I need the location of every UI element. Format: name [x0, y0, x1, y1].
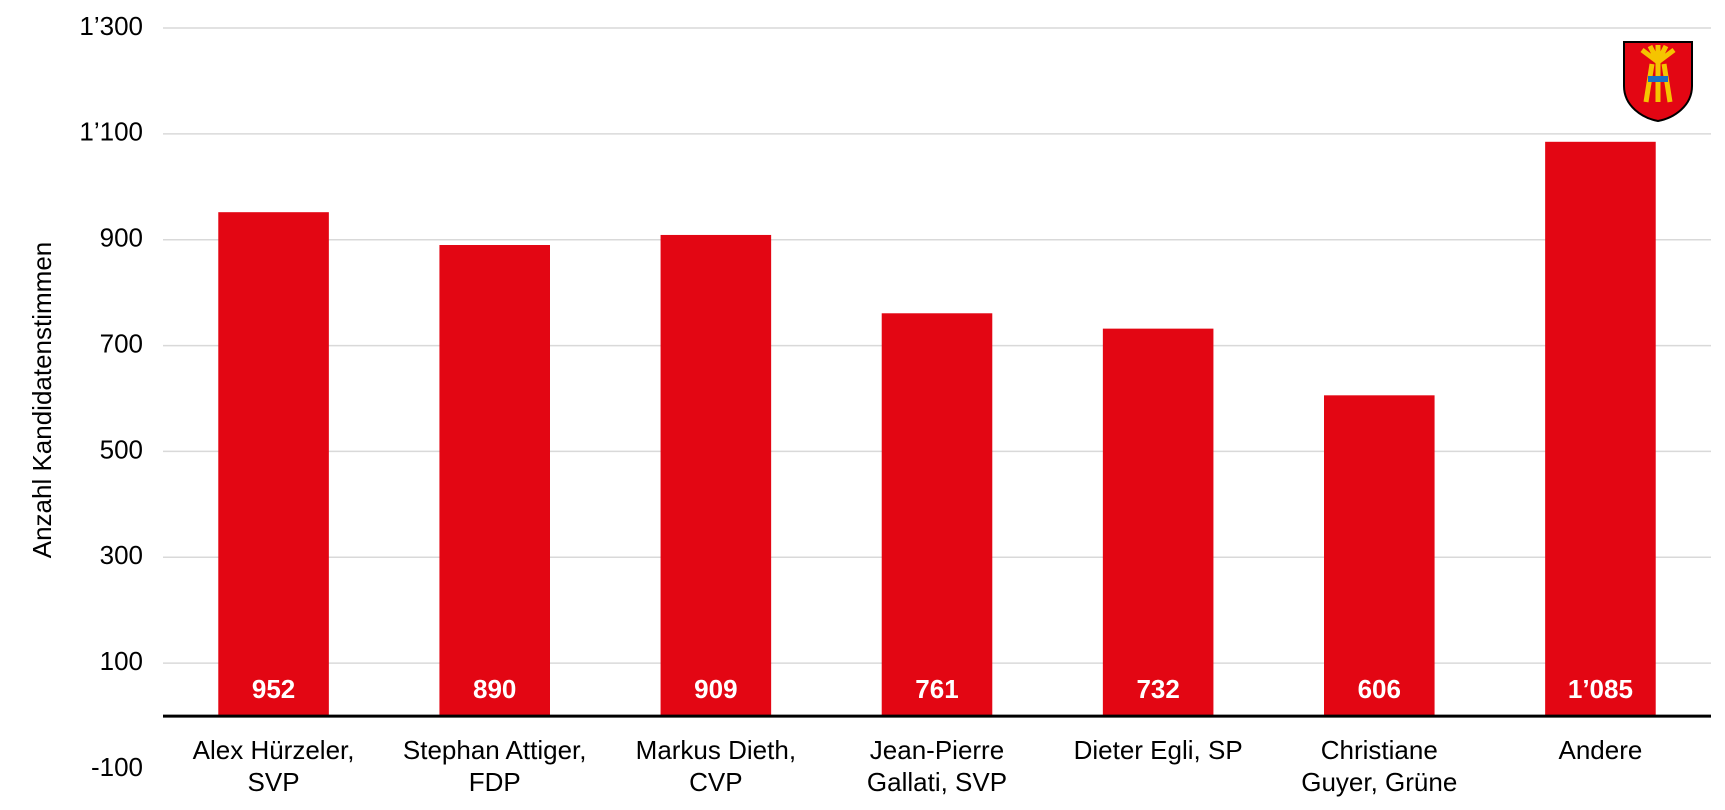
- y-tick-label: 100: [100, 646, 143, 676]
- x-tick-label: Markus Dieth, CVP: [635, 735, 797, 798]
- y-tick-label: 500: [100, 434, 143, 464]
- y-tick-label: 1’300: [79, 11, 143, 41]
- value-label: 732: [1136, 674, 1179, 704]
- value-label: 952: [252, 674, 295, 704]
- y-tick-label: 1’100: [79, 117, 143, 147]
- bar: [660, 234, 772, 717]
- value-label: 761: [915, 674, 958, 704]
- bar: [1545, 141, 1656, 717]
- bar: [881, 313, 993, 717]
- y-tick-label: -100: [91, 752, 143, 782]
- x-tick-label: Dieter Egli, SP: [1073, 735, 1243, 766]
- x-tick-label: Alex Hürzeler, SVP: [192, 735, 355, 798]
- x-tick-label: Jean-Pierre Gallati, SVP: [866, 735, 1008, 798]
- coat-of-arms: [1623, 41, 1693, 123]
- bar: [1102, 328, 1214, 717]
- bar: [439, 245, 550, 717]
- bar: [1324, 395, 1435, 717]
- x-tick-label: Stephan Attiger, FDP: [402, 735, 587, 798]
- bar: [218, 212, 329, 717]
- value-label: 890: [473, 674, 516, 704]
- value-label: 909: [694, 674, 737, 704]
- y-tick-label: 900: [100, 223, 143, 253]
- x-tick-label: Christiane Guyer, Grüne: [1301, 735, 1458, 798]
- value-label: 606: [1358, 674, 1401, 704]
- x-tick-label: Andere: [1558, 735, 1643, 766]
- y-tick-label: 700: [100, 328, 143, 358]
- y-tick-label: 300: [100, 540, 143, 570]
- y-axis-title: Anzahl Kandidatenstimmen: [27, 242, 57, 559]
- value-label: 1’085: [1568, 674, 1633, 704]
